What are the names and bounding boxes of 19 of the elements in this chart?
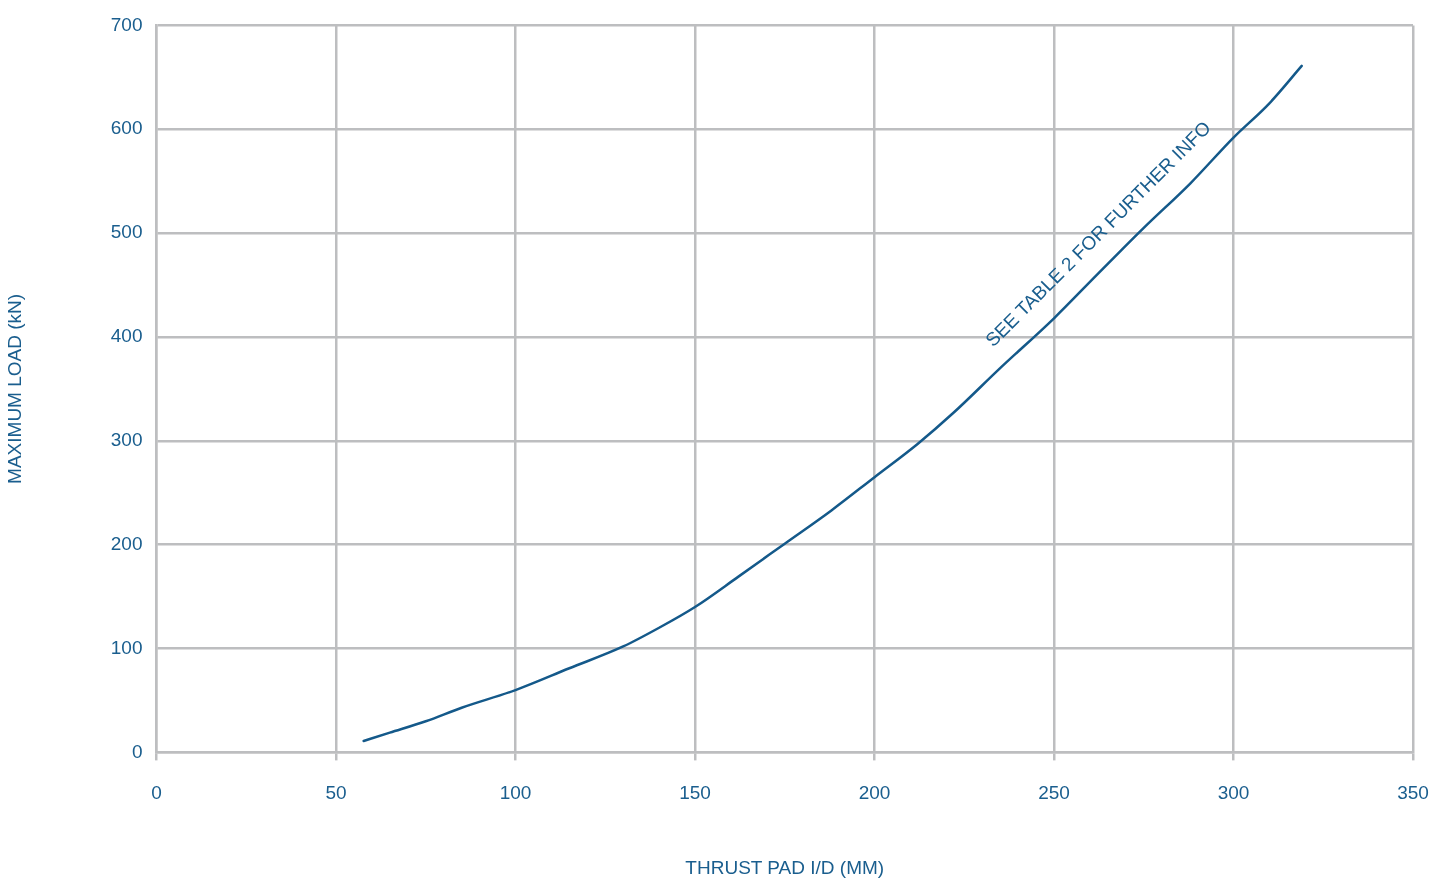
x-tick-label: 50: [325, 782, 347, 804]
y-tick-label: 300: [110, 429, 143, 451]
x-axis-title: THRUST PAD I/D (MM): [685, 856, 885, 878]
x-tick-label: 250: [1038, 782, 1070, 804]
y-tick-label: 100: [110, 636, 143, 658]
x-tick-label: 300: [1217, 782, 1250, 804]
x-tick-label: 0: [151, 782, 162, 804]
y-tick-label: 500: [110, 221, 143, 243]
x-tick-label: 100: [499, 782, 532, 804]
y-tick-label: 400: [110, 325, 143, 347]
y-tick-label: 200: [110, 532, 143, 554]
x-tick-label: 150: [679, 782, 711, 804]
x-tick-label: 350: [1397, 782, 1429, 804]
y-tick-label: 600: [110, 117, 143, 139]
y-tick-label: 0: [131, 740, 143, 762]
x-tick-label: 200: [858, 782, 891, 804]
y-axis-title: MAXIMUM LOAD (kN): [3, 293, 25, 484]
line-series: [362, 64, 1303, 743]
y-tick-label: 700: [110, 13, 143, 35]
